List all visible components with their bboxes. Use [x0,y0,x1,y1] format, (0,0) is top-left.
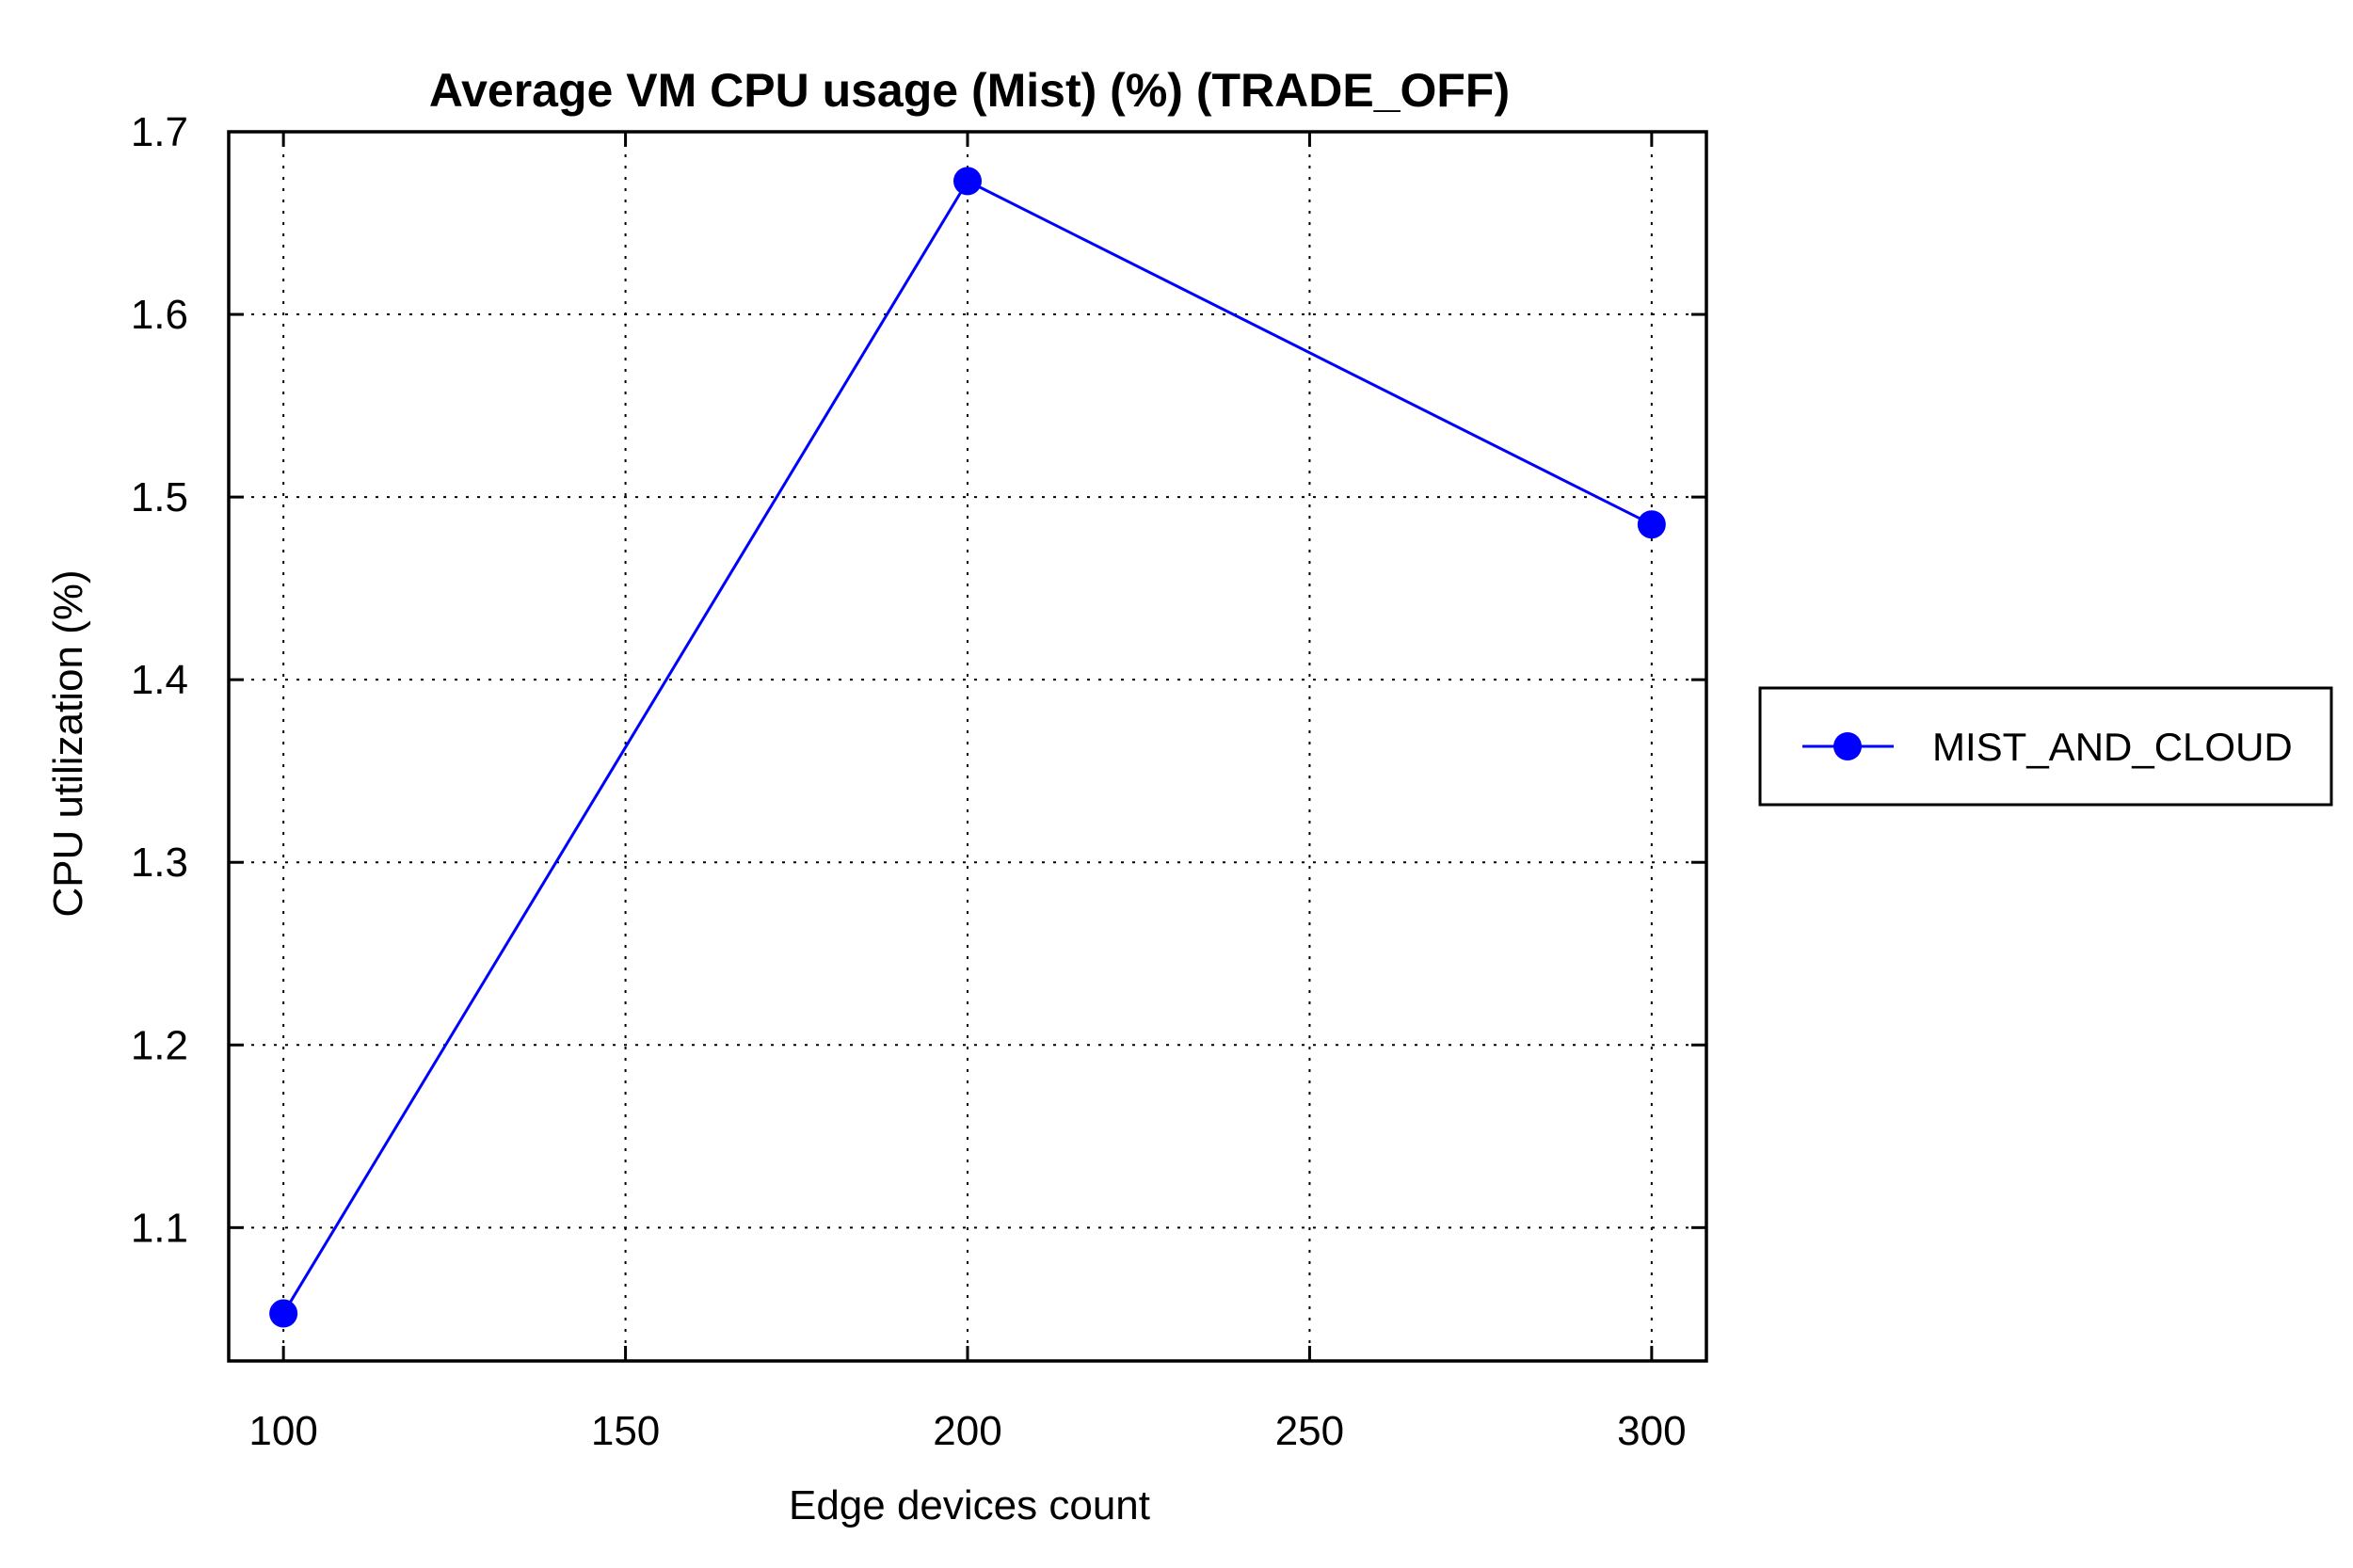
y-tick-label: 1.7 [131,109,188,155]
y-axis-label: CPU utilization (%) [45,569,91,917]
y-tick-label: 1.1 [131,1205,188,1251]
y-tick-label: 1.4 [131,657,188,703]
plot-frame [227,130,1708,1363]
data-point [953,167,982,196]
x-tick-label: 100 [248,1408,317,1454]
x-axis-label: Edge devices count [789,1482,1150,1528]
x-tick-label: 300 [1617,1408,1686,1454]
y-tick-labels: 1.1 1.2 1.3 1.4 1.5 1.6 1.7 [131,109,188,1251]
legend-label: MIST_AND_CLOUD [1932,725,2293,769]
data-point [1637,510,1666,539]
data-point [269,1299,298,1328]
series-layer [269,167,1666,1328]
x-tick-label: 150 [591,1408,660,1454]
y-tick-label: 1.5 [131,474,188,520]
legend-marker [1833,732,1862,760]
y-tick-label: 1.6 [131,292,188,338]
chart-title: Average VM CPU usage (Mist) (%) (TRADE_O… [429,64,1510,117]
x-tick-label: 200 [933,1408,1001,1454]
legend: MIST_AND_CLOUD [1758,686,2333,807]
y-tick-label: 1.2 [131,1022,188,1068]
grid-lines [229,131,1706,1361]
x-tick-labels: 100 150 200 250 300 [248,1408,1686,1454]
x-tick-label: 250 [1275,1408,1344,1454]
y-tick-label: 1.3 [131,840,188,886]
